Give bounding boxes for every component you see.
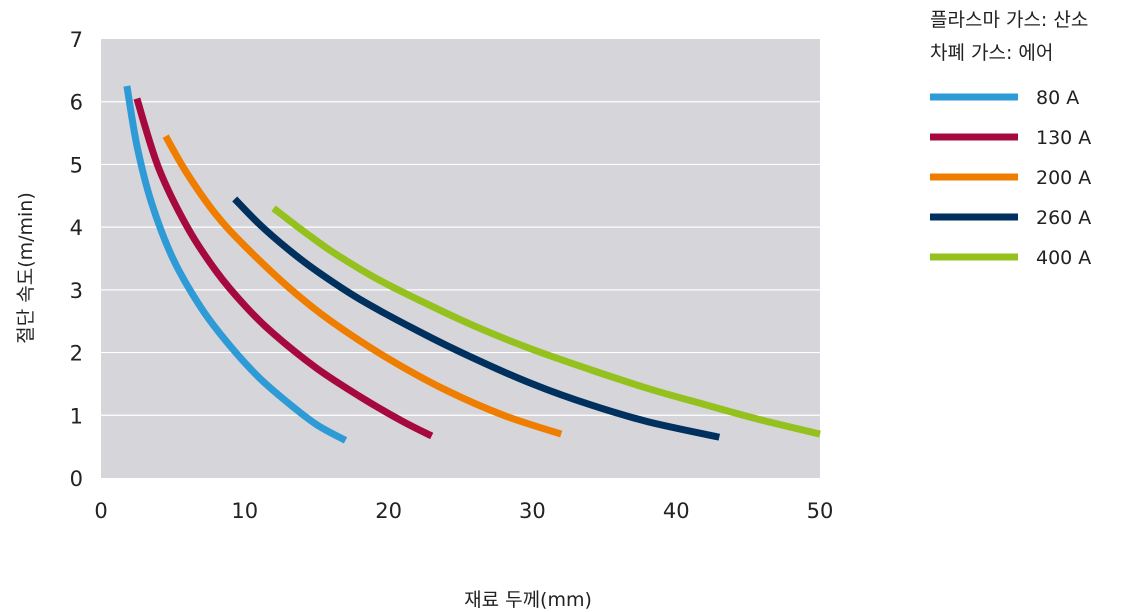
y-tick-label: 2	[70, 342, 83, 366]
series-line-260a	[232, 196, 721, 441]
y-tick-label: 6	[70, 91, 83, 115]
series-lines	[123, 85, 821, 444]
x-tick-label: 20	[375, 499, 402, 523]
x-tick-label: 0	[94, 499, 107, 523]
x-axis-label: 재료 두께(mm)	[464, 589, 592, 611]
y-tick-label: 5	[70, 153, 83, 177]
y-axis-label: 절단 속도(m/min)	[15, 192, 37, 344]
legend-label: 130 A	[1036, 127, 1091, 149]
x-tick-label: 10	[231, 499, 258, 523]
y-axis-ticks: 0 1 2 3 4 5 6 7	[70, 28, 83, 491]
x-axis-ticks: 0 10 20 30 40 50	[94, 499, 833, 523]
y-tick-label: 0	[70, 467, 83, 491]
series-line-400a	[271, 205, 821, 438]
y-tick-label: 4	[70, 216, 83, 240]
series-line-200a	[162, 134, 563, 438]
legend-label: 200 A	[1036, 167, 1091, 189]
x-tick-label: 40	[663, 499, 690, 523]
legend-title-line-1: 플라스마 가스: 산소	[930, 9, 1088, 31]
legend-label: 400 A	[1036, 247, 1091, 269]
series-line-80a	[123, 85, 348, 444]
series-line-130a	[133, 97, 434, 440]
y-tick-label: 7	[70, 28, 83, 52]
legend-title-line-2: 차폐 가스: 에어	[930, 42, 1053, 64]
x-tick-label: 50	[807, 499, 834, 523]
y-tick-label: 1	[70, 404, 83, 428]
legend-label: 80 A	[1036, 87, 1079, 109]
y-tick-label: 3	[70, 279, 83, 303]
x-tick-label: 30	[519, 499, 546, 523]
legend: 플라스마 가스: 산소 차폐 가스: 에어 80 A 130 A 200 A 260 …	[930, 9, 1091, 269]
legend-label: 260 A	[1036, 207, 1091, 229]
